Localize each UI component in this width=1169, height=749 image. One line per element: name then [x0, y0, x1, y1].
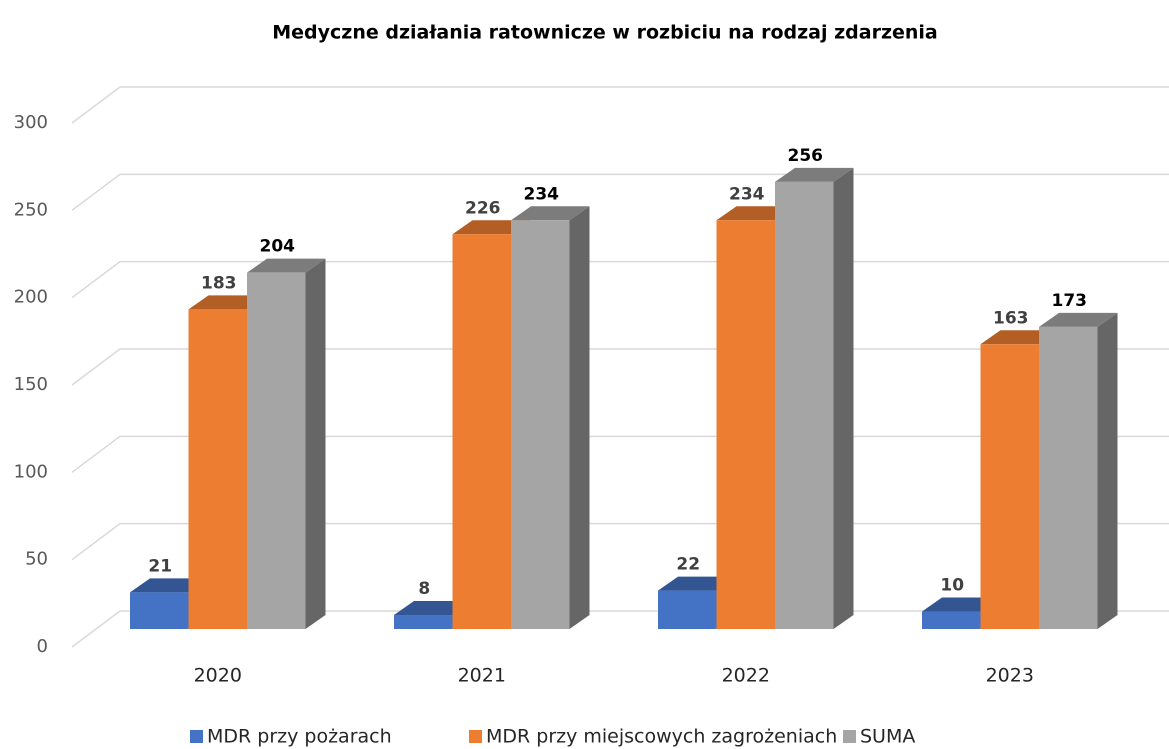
data-label: 226: [465, 198, 501, 218]
data-label: 183: [201, 273, 237, 293]
data-label: 10: [940, 576, 964, 596]
y-tick-label: 300: [14, 112, 48, 133]
grid-line: [71, 86, 1169, 124]
y-tick-label: 50: [25, 549, 48, 570]
bar-top: [775, 167, 854, 182]
bar: [247, 272, 306, 629]
y-tick-label: 0: [37, 636, 48, 657]
y-tick-label: 200: [14, 287, 48, 308]
y-tick-label: 150: [14, 374, 48, 395]
bar: [716, 220, 775, 629]
data-label: 204: [260, 237, 296, 257]
bar: [130, 592, 189, 629]
bar-side: [833, 167, 854, 629]
data-label: 8: [418, 579, 430, 599]
y-tick-label: 250: [14, 199, 48, 220]
data-label: 22: [676, 555, 700, 575]
legend-swatch: [190, 730, 203, 743]
bar-side: [1097, 312, 1118, 629]
legend-label: MDR przy pożarach: [207, 726, 392, 748]
bar: [775, 181, 834, 629]
bar: [658, 590, 717, 629]
data-label: 234: [729, 184, 765, 204]
bar-top: [511, 206, 590, 221]
grid-line: [71, 173, 1169, 211]
bar: [922, 611, 981, 629]
bar-side: [305, 258, 326, 629]
x-tick-label: 2023: [986, 665, 1034, 687]
bar-top: [247, 258, 326, 273]
grid-line: [71, 260, 1169, 299]
x-tick-label: 2020: [194, 665, 242, 687]
bar: [188, 309, 247, 629]
bar-side: [569, 206, 590, 629]
legend-label: SUMA: [860, 726, 915, 748]
x-tick-label: 2022: [722, 665, 770, 687]
data-label: 234: [524, 184, 560, 204]
legend-label: MDR przy miejscowych zagrożeniach: [486, 726, 837, 748]
chart-title: Medyczne działania ratownicze w rozbiciu…: [272, 22, 938, 44]
bar: [1039, 326, 1098, 629]
bar: [394, 615, 453, 629]
y-tick-label: 100: [14, 461, 48, 482]
bar: [980, 344, 1039, 629]
bar: [511, 220, 570, 629]
data-label: 163: [993, 308, 1029, 328]
legend-swatch: [469, 730, 482, 743]
x-tick-label: 2021: [458, 665, 506, 687]
bar: [452, 234, 511, 629]
legend-swatch: [843, 730, 856, 743]
bar-top: [1039, 312, 1118, 327]
data-label: 173: [1052, 291, 1088, 311]
data-label: 256: [788, 146, 824, 166]
data-label: 21: [148, 556, 172, 576]
